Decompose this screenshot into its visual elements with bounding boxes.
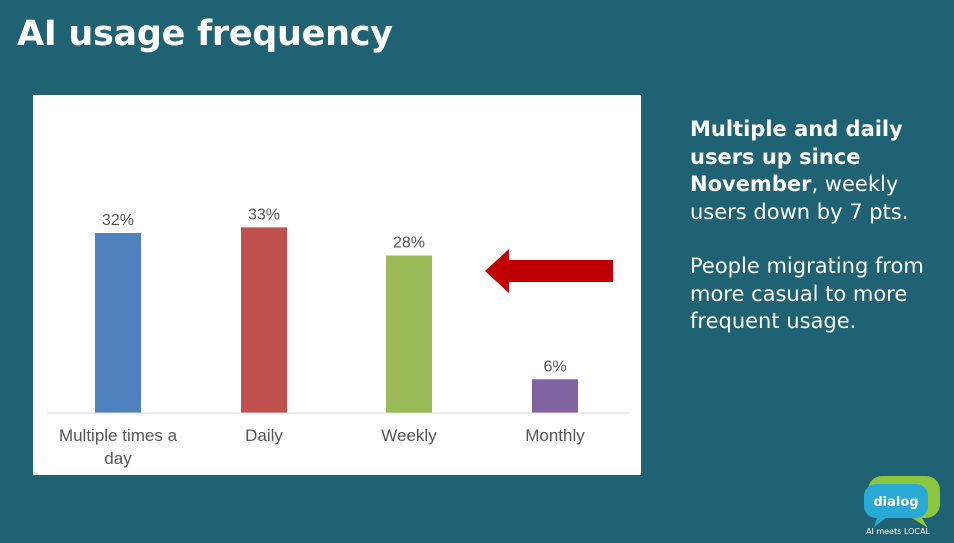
- value-label-daily: 33%: [248, 206, 280, 223]
- left-arrow-icon: [485, 249, 613, 293]
- commentary-highlight: Multiple and daily users up since Novemb…: [690, 117, 903, 196]
- category-label-multiple-times-a-day-line-2: day: [104, 449, 132, 468]
- bar-daily: [241, 227, 287, 413]
- logo-text: dialog: [873, 495, 918, 510]
- bar-chart-svg: 32% Multiple times a day 33% Daily 28% Weekly 6…: [47, 206, 629, 468]
- commentary: Multiple and daily users up since Novemb…: [690, 116, 940, 363]
- value-label-weekly: 28%: [393, 235, 425, 252]
- value-label-monthly: 6%: [543, 358, 566, 375]
- value-label-multiple-times-a-day: 32%: [102, 212, 134, 229]
- commentary-paragraph-2: People migrating from more casual to mor…: [690, 254, 924, 333]
- bar-chart: 32% Multiple times a day 33% Daily 28% Weekly 6…: [33, 95, 641, 475]
- page-title: AI usage frequency: [17, 14, 393, 54]
- logo-front-bubble: [864, 484, 928, 527]
- logo-tagline: AI meets LOCAL: [866, 527, 930, 536]
- category-label-monthly: Monthly: [525, 426, 585, 445]
- category-label-daily: Daily: [245, 426, 283, 445]
- bar-weekly: [386, 255, 432, 413]
- commentary-rest: , weekly users down by 7 pts.: [690, 172, 909, 224]
- dialog-logo: dialog: [864, 476, 940, 528]
- bar-monthly: [532, 379, 578, 413]
- category-label-multiple-times-a-day-line-1: Multiple times a: [59, 426, 178, 445]
- commentary-paragraph-1: Multiple and daily users up since Novemb…: [690, 116, 940, 226]
- category-label-weekly: Weekly: [381, 426, 437, 445]
- bar-multiple-times-a-day: [95, 233, 141, 413]
